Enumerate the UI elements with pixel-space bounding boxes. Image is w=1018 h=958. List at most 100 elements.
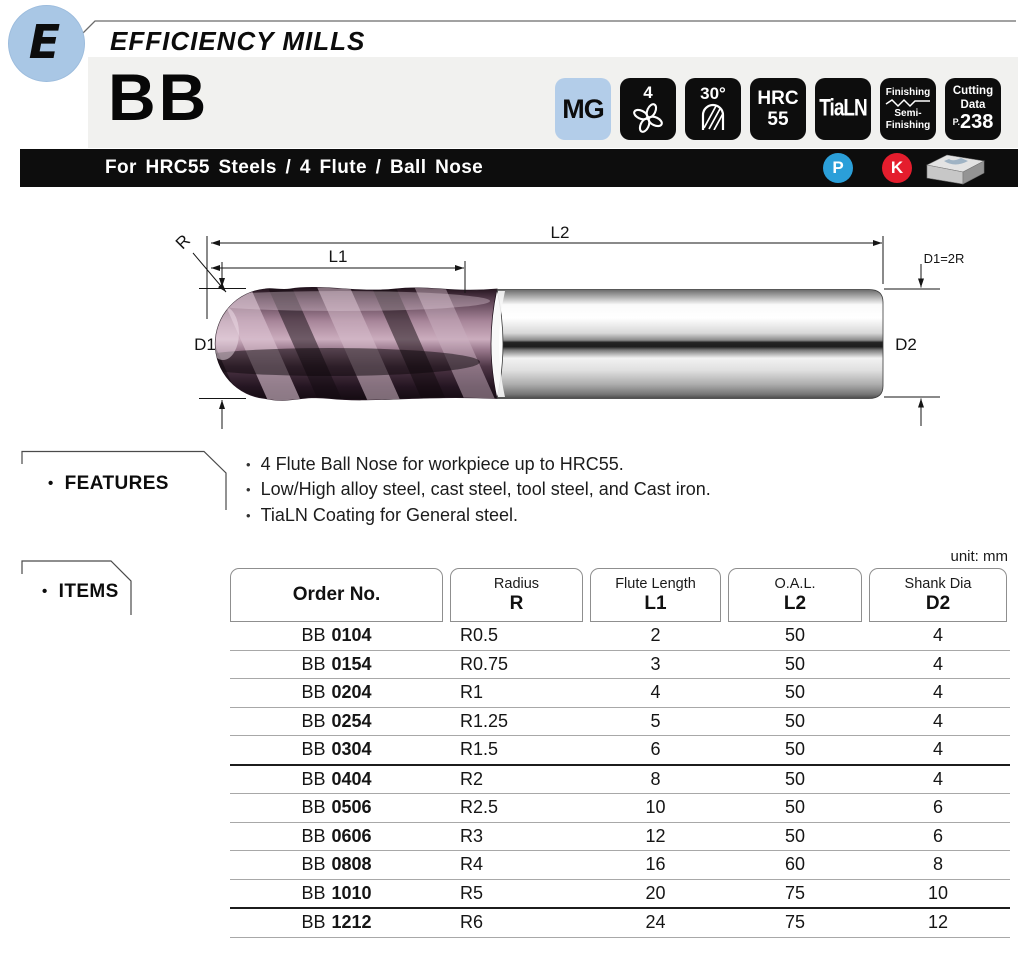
radius-cell: R5 xyxy=(460,882,484,903)
order-no-cell: BB 0254 xyxy=(301,710,372,731)
order-no-cell: BB 1010 xyxy=(301,882,372,903)
table-row: BB 1212 R6 24 75 12 xyxy=(230,909,1010,938)
oal-cell: 50 xyxy=(784,653,806,674)
radius-cell: R0.75 xyxy=(460,653,509,674)
flute-length-cell: 6 xyxy=(650,739,661,760)
flute-length-cell: 12 xyxy=(645,825,666,846)
column-header-flute-length: Flute Length L1 xyxy=(590,568,721,622)
order-no-cell: BB 0304 xyxy=(301,739,372,760)
application-bar: For HRC55 Steels / 4 Flute / Ball Nose P… xyxy=(20,149,1018,187)
radius-cell: R3 xyxy=(460,825,484,846)
radius-cell: R1.5 xyxy=(460,739,499,760)
order-no-cell: BB 0154 xyxy=(301,653,372,674)
radius-cell: R2 xyxy=(460,768,484,789)
flute-length-cell: 2 xyxy=(650,625,661,646)
unit-note: unit: mm xyxy=(950,548,1008,565)
shank-dia-cell: 4 xyxy=(932,682,943,703)
radius-cell: R6 xyxy=(460,912,484,933)
shank-dia-cell: 6 xyxy=(932,825,943,846)
oal-cell: 50 xyxy=(784,682,806,703)
column-header-oal: O.A.L. L2 xyxy=(728,568,862,622)
spec-badges: MG 4 30° xyxy=(555,78,1001,140)
technical-drawing: L2 L1 R D1 D2 D1=2R xyxy=(0,205,1018,445)
series-letter: E xyxy=(28,14,61,69)
column-header-radius: Radius R xyxy=(450,568,583,622)
flute-length-cell: 4 xyxy=(650,682,661,703)
items-label-box xyxy=(21,560,132,615)
table-row: BB 0808 R4 16 60 8 xyxy=(230,851,1010,880)
cutter-shank xyxy=(492,289,884,399)
shank-dia-cell: 4 xyxy=(932,625,943,646)
column-header-shank-dia: Shank Dia D2 xyxy=(869,568,1007,622)
overall-length-label: L2 xyxy=(551,223,570,242)
radius-cell: R1.25 xyxy=(460,710,509,731)
oal-cell: 75 xyxy=(784,882,806,903)
order-no-cell: BB 0808 xyxy=(301,854,372,875)
flute-length-cell: 16 xyxy=(645,854,666,875)
shank-dia-cell: 8 xyxy=(932,854,943,875)
flute-length-cell: 3 xyxy=(650,653,661,674)
items-table-header: Order No. Radius R Flute Length L1 O.A.L… xyxy=(230,568,1010,622)
order-no-cell: BB 0404 xyxy=(301,768,372,789)
order-no-cell: BB 1212 xyxy=(301,912,372,933)
shank-dia-cell: 4 xyxy=(932,653,943,674)
flute-length-cell: 10 xyxy=(645,797,666,818)
items-table: Order No. Radius R Flute Length L1 O.A.L… xyxy=(230,568,1010,938)
shank-dia-cell: 6 xyxy=(932,797,943,818)
iso-p-badge: P xyxy=(823,153,853,183)
table-row: BB 0254 R1.25 5 50 4 xyxy=(230,708,1010,736)
shank-dia-cell: 10 xyxy=(927,882,949,903)
items-section-label: ITEMS xyxy=(42,581,119,603)
radius-cell: R4 xyxy=(460,854,484,875)
oal-cell: 50 xyxy=(784,739,806,760)
flute-cross-section-icon xyxy=(633,103,663,133)
badge-cutting-data: Cutting Data P.238 xyxy=(945,78,1001,140)
feature-item: Low/High alloy steel, cast steel, tool s… xyxy=(246,477,711,502)
flute-length-cell: 5 xyxy=(650,710,661,731)
table-row: BB 0154 R0.75 3 50 4 xyxy=(230,651,1010,679)
application-text: For HRC55 Steels / 4 Flute / Ball Nose xyxy=(105,157,484,178)
oal-cell: 50 xyxy=(784,768,806,789)
iso-k-badge: K xyxy=(882,153,912,183)
flute-length-cell: 8 xyxy=(650,768,661,789)
helix-angle-icon xyxy=(701,103,725,130)
model-name: BB xyxy=(108,60,210,134)
order-no-cell: BB 0506 xyxy=(301,797,372,818)
oal-cell: 75 xyxy=(784,912,806,933)
badge-flute-count: 4 xyxy=(620,78,676,140)
cutting-data-page: P.238 xyxy=(952,110,994,133)
badge-helix-angle: 30° xyxy=(685,78,741,140)
table-row: BB 1010 R5 20 75 10 xyxy=(230,880,1010,909)
radius-cell: R1 xyxy=(460,682,484,703)
diameter-note: D1=2R xyxy=(924,251,965,266)
column-header-order-no: Order No. xyxy=(230,568,443,622)
flute-length-label: L1 xyxy=(329,247,348,266)
flute-length-cell: 20 xyxy=(645,882,666,903)
diameter-label: D1 xyxy=(194,335,216,354)
shank-dia-cell: 4 xyxy=(932,768,943,789)
oal-cell: 50 xyxy=(784,797,806,818)
badge-material-group: MG xyxy=(555,78,611,140)
oal-cell: 60 xyxy=(784,854,806,875)
feature-item: TiaLN Coating for General steel. xyxy=(246,503,711,528)
features-section-label: FEATURES xyxy=(48,473,169,495)
table-row: BB 0506 R2.5 10 50 6 xyxy=(230,794,1010,823)
oal-cell: 50 xyxy=(784,825,806,846)
workpiece-icon xyxy=(926,154,985,185)
table-row: BB 0304 R1.5 6 50 4 xyxy=(230,736,1010,766)
table-row: BB 0404 R2 8 50 4 xyxy=(230,766,1010,794)
order-no-cell: BB 0606 xyxy=(301,825,372,846)
table-row: BB 0204 R1 4 50 4 xyxy=(230,679,1010,708)
order-no-cell: BB 0104 xyxy=(301,625,372,646)
series-logo: E xyxy=(8,5,85,82)
order-no-cell: BB 0204 xyxy=(301,682,372,703)
finishing-zigzag-icon xyxy=(885,99,930,108)
shank-dia-cell: 4 xyxy=(932,710,943,731)
radius-cell: R0.5 xyxy=(460,625,499,646)
oal-cell: 50 xyxy=(784,625,806,646)
feature-list: 4 Flute Ball Nose for workpiece up to HR… xyxy=(246,452,711,528)
radius-cell: R2.5 xyxy=(460,797,499,818)
product-band: BB MG 4 30° xyxy=(88,57,1018,148)
shank-dia-cell: 4 xyxy=(932,739,943,760)
